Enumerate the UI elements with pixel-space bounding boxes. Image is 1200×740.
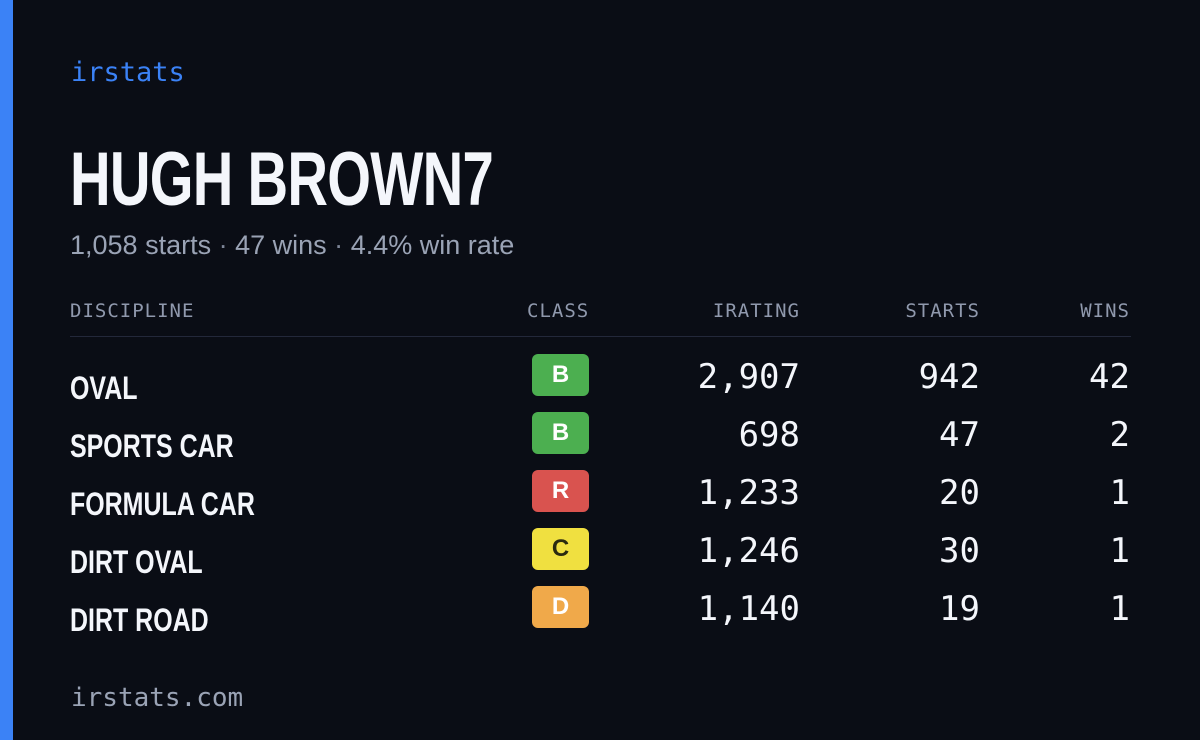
summary-separator: · [218, 230, 228, 260]
driver-summary: 1,058 starts · 47 wins · 4.4% win rate [70, 228, 514, 262]
discipline-name: SPORTS CAR [70, 428, 234, 464]
class-badge: C [532, 528, 589, 570]
discipline-name: OVAL [70, 370, 138, 406]
class-badge: D [532, 586, 589, 628]
table-row: FORMULA CAR R 1,233 20 1 [70, 470, 1131, 528]
discipline-name: DIRT OVAL [70, 544, 203, 580]
wins-value: 1 [1109, 589, 1130, 629]
header-irating: IRATING [712, 300, 800, 322]
table-header: DISCIPLINE CLASS IRATING STARTS WINS [70, 292, 1131, 337]
wins-value: 1 [1109, 473, 1130, 513]
starts-value: 20 [939, 473, 980, 513]
driver-name: HUGH BROWN7 [70, 137, 494, 222]
table-row: SPORTS CAR B 698 47 2 [70, 412, 1131, 470]
table-row: DIRT OVAL C 1,246 30 1 [70, 528, 1131, 586]
summary-separator: · [334, 230, 344, 260]
stats-table: DISCIPLINE CLASS IRATING STARTS WINS OVA… [70, 292, 1131, 644]
header-wins: WINS [1080, 300, 1130, 322]
starts-value: 942 [918, 357, 980, 397]
header-starts: STARTS [905, 300, 980, 322]
table-row: DIRT ROAD D 1,140 19 1 [70, 586, 1131, 644]
starts-value: 19 [939, 589, 980, 629]
brand-logo: irstats [71, 57, 185, 88]
irating-value: 698 [738, 415, 800, 455]
table-body: OVAL B 2,907 942 42 SPORTS CAR B 698 47 … [70, 337, 1131, 644]
wins-value: 2 [1109, 415, 1130, 455]
accent-bar [0, 0, 13, 740]
header-class: CLASS [527, 300, 590, 322]
starts-value: 47 [939, 415, 980, 455]
class-badge: R [532, 470, 589, 512]
summary-starts: 1,058 starts [70, 230, 212, 260]
class-badge: B [532, 412, 589, 454]
discipline-name: FORMULA CAR [70, 486, 255, 522]
starts-value: 30 [939, 531, 980, 571]
discipline-name: DIRT ROAD [70, 602, 209, 638]
irating-value: 1,140 [697, 589, 800, 629]
wins-value: 1 [1109, 531, 1130, 571]
class-badge: B [532, 354, 589, 396]
irating-value: 1,246 [697, 531, 800, 571]
wins-value: 42 [1089, 357, 1130, 397]
irating-value: 1,233 [697, 473, 800, 513]
footer-url: irstats.com [71, 683, 244, 713]
summary-wins: 47 wins [235, 230, 327, 260]
header-discipline: DISCIPLINE [70, 300, 195, 322]
table-row: OVAL B 2,907 942 42 [70, 354, 1131, 412]
irating-value: 2,907 [697, 357, 800, 397]
summary-win-rate: 4.4% win rate [350, 230, 515, 260]
